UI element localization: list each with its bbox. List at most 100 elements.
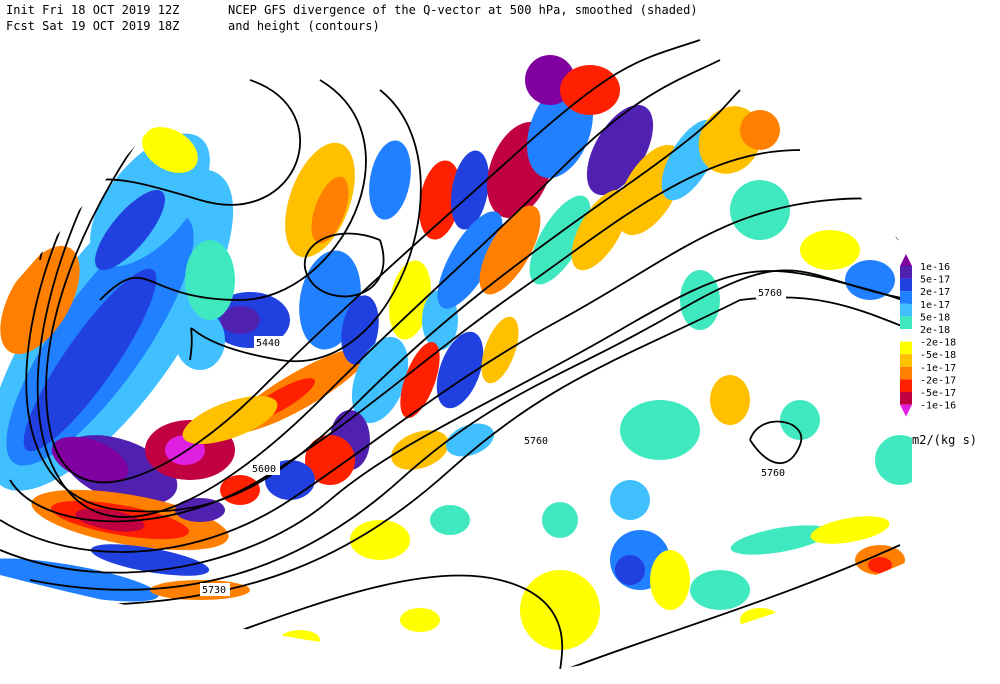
forecast-time: Fcst Sat 19 OCT 2019 18Z [6, 19, 179, 33]
colorbar-label: -1e-17 [920, 363, 956, 374]
height-contour [749, 420, 803, 465]
map-title: NCEP GFS divergence of the Q-vector at 5… [228, 3, 698, 17]
contour-label: 5760 [758, 288, 782, 299]
shaded-blob [280, 630, 320, 650]
shaded-blob [520, 570, 600, 650]
shaded-blob [586, 104, 654, 196]
shaded-blob [710, 375, 750, 425]
shaded-blob [0, 245, 80, 355]
shaded-blob [400, 342, 440, 418]
colorbar-swatch [900, 266, 912, 279]
colorbar-cap [900, 404, 912, 417]
height-contour [303, 232, 385, 298]
shaded-blob [341, 295, 379, 365]
shaded-blob [780, 400, 820, 440]
colorbar-label: 5e-17 [920, 275, 950, 286]
shaded-blob [391, 430, 449, 470]
colorbar-label: -2e-17 [920, 375, 956, 386]
colorbar-label: 1e-16 [920, 262, 950, 273]
colorbar-swatch [900, 366, 912, 380]
shaded-blob [730, 525, 830, 555]
height-contour [25, 89, 741, 513]
shaded-blob [610, 480, 650, 520]
height-contour [189, 89, 422, 363]
height-contour [9, 149, 801, 523]
shaded-blob [730, 180, 790, 240]
label-bg [522, 434, 552, 447]
shaded-blob [650, 550, 690, 610]
label-bg [756, 286, 786, 299]
colorbar-cap [900, 254, 912, 266]
shaded-blob [542, 502, 578, 538]
shaded-blob [615, 555, 645, 585]
height-contour [45, 39, 701, 484]
height-contour [29, 269, 912, 591]
colorbar-swatch [900, 354, 912, 367]
label-bg [254, 336, 284, 349]
contour-label: 5440 [256, 338, 280, 349]
colorbar-swatch [900, 303, 912, 317]
colorbar-swatch [900, 316, 912, 329]
shaded-blob [175, 310, 225, 370]
colorbar-swatch [900, 341, 912, 355]
shaded-blob [95, 189, 165, 271]
height-contour [99, 79, 367, 301]
shaded-blob [875, 435, 912, 485]
shaded-blob [445, 423, 495, 457]
colorbar-label: -1e-16 [920, 401, 956, 412]
shaded-blob [481, 316, 519, 384]
contour-label: 5730 [202, 585, 226, 596]
shaded-field [0, 55, 912, 650]
shaded-blob [185, 240, 235, 320]
height-contour [36, 59, 721, 518]
shaded-blob [868, 557, 892, 573]
shaded-blob [419, 160, 461, 240]
label-bg [759, 466, 789, 479]
shaded-blob [182, 395, 278, 445]
shaded-blob [680, 270, 720, 330]
shaded-blob [0, 558, 159, 602]
shaded-blob [740, 608, 780, 632]
colorbar-swatch [900, 329, 912, 342]
shaded-blob [845, 260, 895, 300]
shaded-blob [479, 205, 541, 295]
colorbar-swatch [900, 392, 912, 405]
map-subtitle: and height (contours) [228, 19, 380, 33]
shaded-blob [220, 306, 260, 334]
colorbar-swatch [900, 379, 912, 392]
shaded-blob [75, 508, 145, 532]
shaded-blob [305, 435, 355, 485]
shaded-blob [142, 127, 198, 173]
shaded-blob [690, 570, 750, 610]
contour-label: 5600 [252, 464, 276, 475]
colorbar-label: -5e-18 [920, 350, 956, 361]
contour-label: 5760 [524, 436, 548, 447]
contour-labels: 5440 5600 5730 5760 5760 5760 [200, 286, 789, 596]
colorbar-label: 1e-17 [920, 300, 950, 311]
label-bg [250, 462, 280, 475]
label-bg [200, 583, 230, 596]
shaded-blob [311, 176, 349, 244]
shaded-blob [437, 211, 503, 309]
colorbar-swatch [900, 278, 912, 292]
height-contour [199, 574, 564, 672]
colorbar-label: 2e-17 [920, 287, 950, 298]
colorbar-label: 5e-18 [920, 312, 950, 323]
shaded-blob [800, 230, 860, 270]
shaded-blob [350, 520, 410, 560]
shaded-blob [400, 608, 440, 632]
shaded-blob [175, 498, 225, 522]
shaded-blob [23, 268, 157, 452]
colorbar-swatch [900, 291, 912, 304]
init-time: Init Fri 18 OCT 2019 12Z [6, 3, 179, 17]
colorbar: 1e-165e-172e-171e-175e-182e-18-2e-18-5e-… [900, 254, 956, 417]
height-contour [739, 296, 912, 331]
height-contour [559, 544, 901, 672]
shaded-blob [430, 505, 470, 535]
shaded-blob [740, 110, 780, 150]
colorbar-label: 2e-18 [920, 325, 950, 336]
shaded-blob [571, 189, 629, 271]
shaded-blob [529, 195, 591, 285]
colorbar-units: m2/(kg s) [912, 433, 977, 447]
